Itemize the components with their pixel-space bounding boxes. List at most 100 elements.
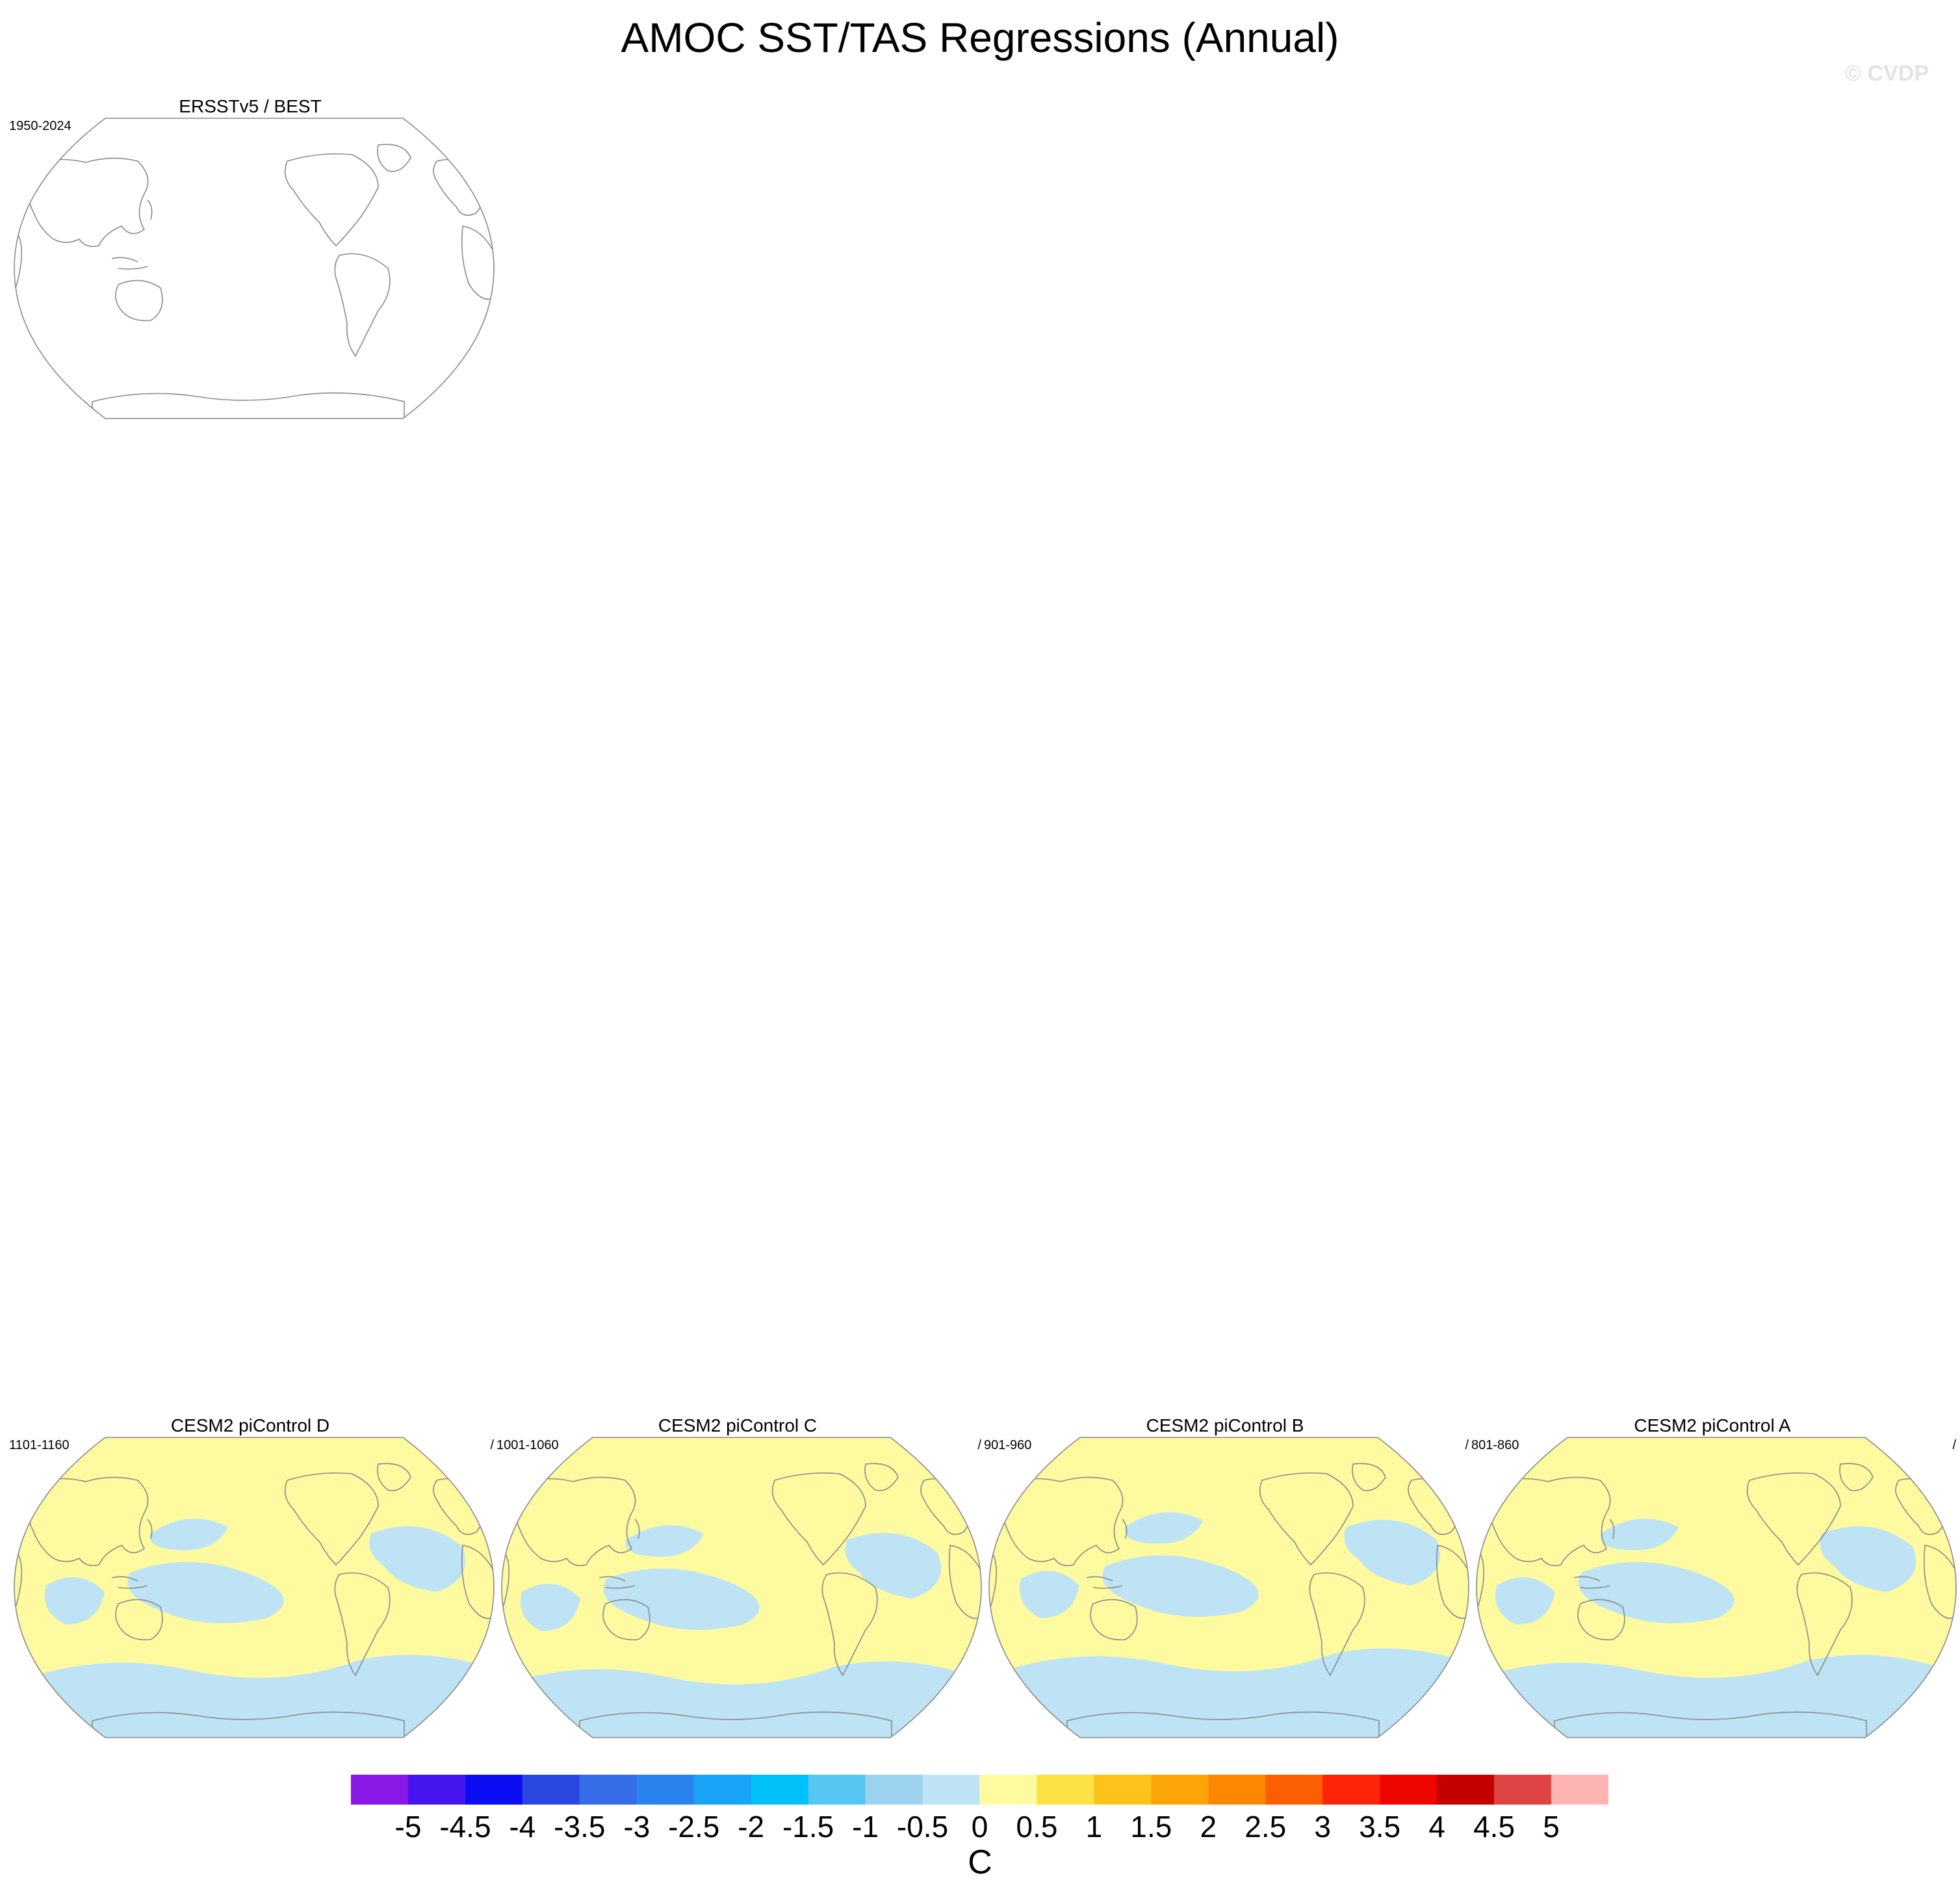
colorbar-swatch (465, 1775, 523, 1805)
world-map (14, 1437, 495, 1738)
map-outline (501, 1437, 982, 1738)
world-map (501, 1437, 982, 1738)
colorbar-swatch (407, 1775, 466, 1805)
colorbar-swatch (1151, 1775, 1209, 1805)
colorbar-swatch (922, 1775, 980, 1805)
panel-slash: / (1952, 1438, 1956, 1452)
panel-title: CESM2 piControl D (170, 1415, 330, 1435)
colorbar-tick-label: 1.5 (1130, 1810, 1172, 1844)
colorbar-tick-label: -4 (509, 1810, 536, 1844)
panel-years: 1950-2024 (9, 119, 71, 133)
map-panel-observations: ERSSTv5 / BEST 1950-2024 (6, 96, 495, 421)
anomaly-field (1476, 1519, 1956, 1738)
colorbar-swatch (751, 1775, 809, 1805)
colorbar-tick-label: -1 (852, 1810, 879, 1844)
cool-anomaly-tropical-pacific (1578, 1562, 1734, 1623)
colorbar-swatch (865, 1775, 923, 1805)
colorbar-tick-label: 4 (1428, 1810, 1445, 1844)
colorbar-swatch (1094, 1775, 1152, 1805)
panel-years: 1101-1160 (9, 1438, 70, 1452)
panel-years: 801-860 (1471, 1438, 1519, 1452)
colorbar-tick-label: 2 (1200, 1810, 1217, 1844)
cool-anomaly-atlantic (369, 1526, 465, 1592)
colorbar-tick-label: -3 (623, 1810, 651, 1844)
anomaly-field (14, 1519, 494, 1738)
cool-anomaly-atlantic (1344, 1519, 1440, 1586)
cool-anomaly-tropical-pacific (127, 1562, 284, 1623)
colorbar-swatch (808, 1775, 866, 1805)
map-panel-cesm2-d: CESM2 piControl D 1101-1160 / (6, 1415, 495, 1740)
page-title: AMOC SST/TAS Regressions (Annual) (621, 14, 1339, 61)
coastlines (502, 1463, 981, 1738)
colorbar-swatch (1437, 1775, 1495, 1805)
coastlines (1476, 1463, 1956, 1738)
panel-title: CESM2 piControl B (1146, 1415, 1304, 1435)
colorbar-swatch (579, 1775, 638, 1805)
map-outline (14, 1437, 495, 1738)
coastlines (989, 1463, 1469, 1738)
colorbar-units: C (968, 1844, 992, 1881)
cool-anomaly-southern-ocean (1476, 1654, 1956, 1738)
cool-anomaly-north-pacific (625, 1525, 704, 1557)
cool-anomaly-tropical-pacific (603, 1568, 760, 1630)
cool-anomaly-southern-ocean (14, 1654, 494, 1738)
colorbar-swatch (522, 1775, 580, 1805)
world-map (14, 118, 495, 419)
map-panel-cesm2-a: CESM2 piControl A 801-860 / (1469, 1415, 1957, 1740)
colorbar-tick-label: -2 (738, 1810, 765, 1844)
panel-years: 1001-1060 (496, 1438, 559, 1452)
colorbar-tick-label: -0.5 (896, 1810, 949, 1844)
map-panel-cesm2-c: CESM2 piControl C 1001-1060 / (494, 1415, 982, 1740)
colorbar-swatch (1380, 1775, 1438, 1805)
cool-anomaly-indian (45, 1577, 105, 1625)
world-map (988, 1437, 1469, 1738)
colorbar-tick-label: -4.5 (439, 1810, 491, 1844)
world-map (1476, 1437, 1957, 1738)
colorbar (351, 1775, 1608, 1805)
colorbar-swatch (351, 1775, 409, 1805)
cool-anomaly-indian (521, 1584, 580, 1631)
colorbar-swatch (1208, 1775, 1266, 1805)
anomaly-field (989, 1512, 1469, 1738)
colorbar-tick-label: -2.5 (668, 1810, 720, 1844)
colorbar-tick-label: -3.5 (554, 1810, 606, 1844)
colorbar-tick-label: 5 (1543, 1810, 1560, 1844)
coastlines (14, 144, 494, 418)
map-outline (14, 118, 495, 419)
colorbar-tick-label: 0 (971, 1810, 988, 1844)
panel-years: 901-960 (984, 1438, 1032, 1452)
panel-slash: / (1465, 1438, 1469, 1452)
colorbar-tick-labels: -5 -4.5 -4 -3.5 -3 -2.5 -2 -1.5 -1 -0.5 0 0.5 1 1.5 2 2… (351, 1808, 1608, 1847)
cool-anomaly-southern-ocean (989, 1648, 1469, 1738)
map-panel-cesm2-b: CESM2 piControl B 901-960 / (981, 1415, 1469, 1740)
colorbar-tick-label: -5 (394, 1810, 422, 1844)
colorbar-swatch (979, 1775, 1037, 1805)
cool-anomaly-indian (1020, 1571, 1079, 1618)
colorbar-swatch (636, 1775, 695, 1805)
watermark: © CVDP (1845, 61, 1929, 86)
panel-slash: / (977, 1438, 981, 1452)
cool-anomaly-north-pacific (1600, 1519, 1679, 1550)
cool-anomaly-north-pacific (149, 1519, 228, 1550)
colorbar-tick-label: 1 (1085, 1810, 1103, 1844)
colorbar-swatch (1494, 1775, 1552, 1805)
panel-slash: / (490, 1438, 494, 1452)
ocean-background (14, 118, 494, 418)
cool-anomaly-tropical-pacific (1102, 1555, 1259, 1617)
panel-title: CESM2 piControl A (1634, 1415, 1791, 1435)
cool-anomaly-southern-ocean (502, 1661, 981, 1738)
map-outline (1476, 1437, 1957, 1738)
colorbar-swatch (1265, 1775, 1323, 1805)
panel-title: CESM2 piControl C (658, 1415, 818, 1435)
cool-anomaly-atlantic (1820, 1526, 1916, 1592)
panel-title: ERSSTv5 / BEST (179, 96, 322, 116)
cool-anomaly-north-pacific (1124, 1512, 1203, 1544)
colorbar-swatch (1551, 1775, 1608, 1805)
colorbar-tick-label: 0.5 (1016, 1810, 1058, 1844)
colorbar-tick-label: 4.5 (1473, 1810, 1515, 1844)
colorbar-swatch (693, 1775, 752, 1805)
colorbar-tick-label: 3 (1314, 1810, 1332, 1844)
colorbar-tick-label: 3.5 (1359, 1810, 1401, 1844)
colorbar-swatch (1037, 1775, 1094, 1805)
map-outline (988, 1437, 1469, 1738)
